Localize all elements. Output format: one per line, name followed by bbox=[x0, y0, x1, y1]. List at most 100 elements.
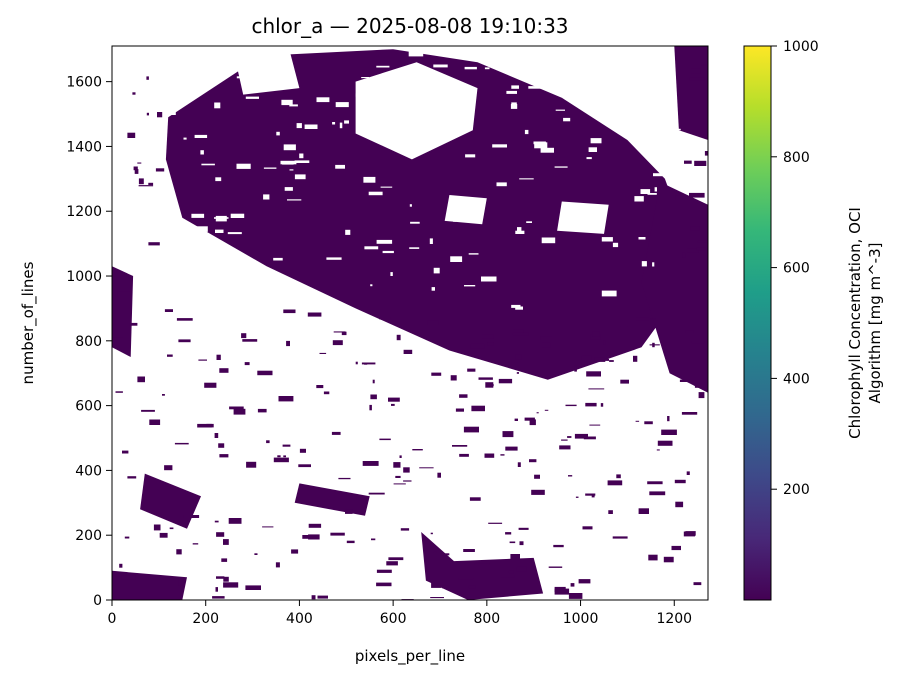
speckle bbox=[376, 239, 393, 244]
speckle bbox=[693, 582, 702, 586]
speckle bbox=[245, 96, 259, 99]
speckle bbox=[122, 450, 129, 454]
speckle bbox=[119, 563, 123, 568]
speckle bbox=[215, 215, 227, 222]
colorbar-tick-label: 600 bbox=[783, 261, 810, 277]
speckle bbox=[308, 523, 322, 528]
speckle bbox=[127, 476, 137, 479]
speckle bbox=[433, 64, 448, 68]
speckle bbox=[419, 467, 434, 469]
speckle bbox=[674, 479, 686, 484]
speckle bbox=[331, 431, 341, 435]
speckle bbox=[174, 442, 189, 445]
speckle bbox=[298, 464, 311, 468]
speckle bbox=[201, 163, 215, 166]
speckle bbox=[280, 160, 297, 165]
y-tick-label: 1400 bbox=[66, 139, 102, 155]
speckle bbox=[263, 307, 275, 312]
speckle bbox=[641, 261, 647, 267]
y-tick-label: 1000 bbox=[66, 269, 102, 285]
speckle bbox=[667, 416, 670, 422]
speckle bbox=[470, 343, 485, 349]
speckle bbox=[524, 417, 535, 421]
speckle bbox=[524, 129, 529, 135]
speckle bbox=[273, 457, 289, 463]
speckle bbox=[235, 274, 243, 279]
speckle bbox=[390, 272, 393, 276]
speckle bbox=[317, 595, 328, 599]
speckle bbox=[263, 194, 270, 200]
speckle bbox=[409, 247, 420, 249]
y-axis-label: number_of_lines bbox=[19, 261, 38, 384]
speckle bbox=[355, 361, 358, 365]
speckle bbox=[146, 76, 149, 80]
speckle bbox=[181, 306, 190, 309]
speckle bbox=[655, 134, 666, 136]
speckle bbox=[690, 68, 701, 74]
speckle bbox=[554, 166, 568, 168]
speckle bbox=[698, 392, 705, 399]
speckle bbox=[299, 153, 304, 159]
x-tick-label: 400 bbox=[286, 611, 313, 627]
speckle bbox=[582, 526, 593, 530]
speckle bbox=[555, 109, 565, 111]
region-west-edge-cluster bbox=[112, 266, 134, 357]
speckle bbox=[510, 554, 520, 560]
speckle bbox=[379, 438, 391, 441]
speckle bbox=[278, 396, 294, 402]
speckle bbox=[124, 536, 130, 539]
region-mid-south-scatter bbox=[294, 483, 370, 516]
speckle bbox=[652, 262, 655, 267]
y-tick-label: 400 bbox=[75, 463, 102, 479]
speckle bbox=[263, 167, 277, 169]
speckle bbox=[368, 492, 385, 495]
speckle bbox=[534, 474, 540, 479]
speckle bbox=[603, 340, 606, 345]
speckle bbox=[583, 436, 596, 440]
colorbar-tick-label: 800 bbox=[783, 150, 810, 166]
speckle bbox=[575, 496, 579, 498]
speckle bbox=[568, 593, 583, 599]
colorbar-label-line-1: Chlorophyll Concentration, OCI bbox=[846, 207, 864, 439]
speckle bbox=[686, 471, 690, 475]
speckle bbox=[484, 67, 490, 70]
speckle bbox=[245, 585, 261, 590]
speckle bbox=[649, 344, 660, 346]
speckle bbox=[236, 76, 247, 79]
speckle bbox=[681, 412, 698, 415]
speckle bbox=[450, 375, 457, 381]
speckle bbox=[368, 191, 383, 196]
speckle bbox=[370, 394, 377, 400]
clearing-clear-north-center bbox=[355, 62, 478, 160]
speckle bbox=[657, 440, 673, 446]
speckle bbox=[609, 360, 614, 362]
speckle bbox=[588, 147, 597, 152]
y-tick-label: 600 bbox=[75, 399, 102, 415]
speckle bbox=[431, 287, 435, 291]
speckle bbox=[134, 169, 139, 174]
y-tick-label: 0 bbox=[93, 593, 102, 609]
speckle bbox=[346, 540, 355, 544]
speckle bbox=[586, 371, 601, 377]
speckle bbox=[341, 331, 347, 336]
speckle bbox=[675, 195, 683, 201]
speckle bbox=[332, 122, 336, 125]
speckle bbox=[515, 354, 522, 360]
speckle bbox=[370, 284, 373, 287]
speckle bbox=[430, 597, 444, 599]
speckle bbox=[412, 449, 423, 451]
speckle bbox=[215, 177, 222, 182]
speckle bbox=[437, 472, 441, 478]
speckle bbox=[197, 423, 212, 428]
speckle bbox=[117, 291, 132, 297]
speckle bbox=[191, 213, 205, 218]
speckle bbox=[471, 405, 485, 412]
speckle bbox=[323, 391, 330, 395]
speckle bbox=[638, 508, 649, 514]
speckle bbox=[192, 543, 199, 545]
speckle bbox=[345, 509, 353, 514]
speckle bbox=[687, 248, 699, 253]
speckle bbox=[274, 278, 285, 282]
speckle bbox=[316, 385, 324, 389]
speckle bbox=[410, 221, 420, 224]
